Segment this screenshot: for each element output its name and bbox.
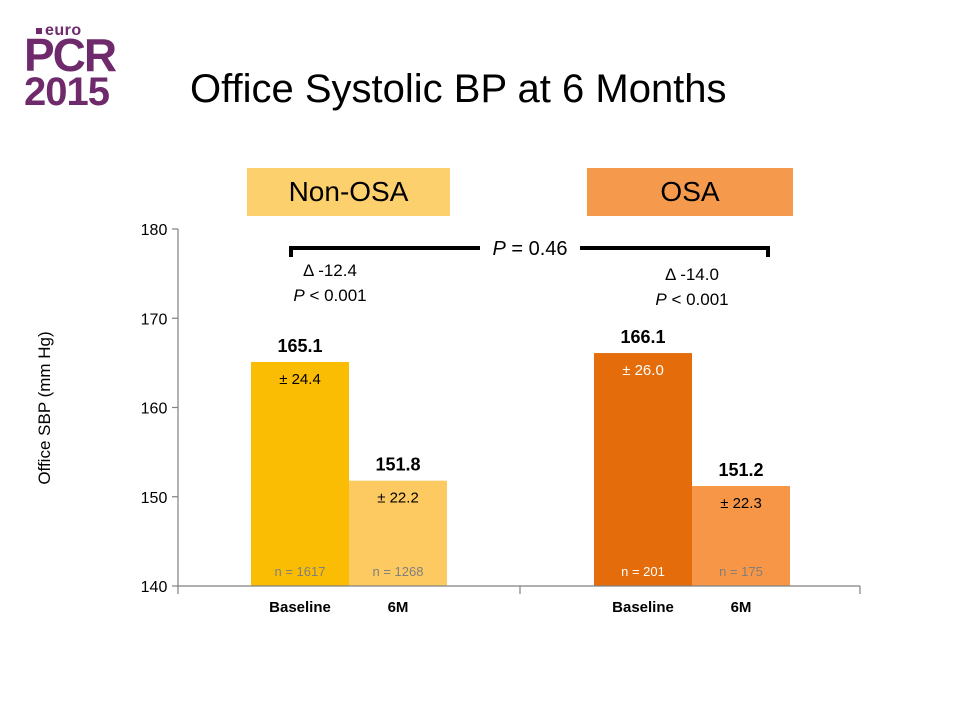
x-tick-label-0: Baseline — [269, 599, 331, 616]
delta-non-osa: Δ -12.4 P < 0.001 — [265, 258, 395, 308]
logo-year-text: 2015 — [24, 70, 110, 114]
slide-title: Office Systolic BP at 6 Months — [190, 67, 727, 111]
delta-non-osa-value: Δ -12.4 — [303, 261, 357, 280]
x-tick-label-3: 6M — [731, 599, 752, 616]
delta-osa-value: Δ -14.0 — [665, 265, 719, 284]
bar-sd-label-2: ± 26.0 — [622, 362, 664, 379]
group-header-osa: OSA — [587, 168, 793, 216]
y-tick-label-0: 140 — [141, 579, 168, 596]
bar-n-label-0: n = 1617 — [275, 564, 326, 579]
delta-non-osa-p: P < 0.001 — [293, 286, 367, 305]
bar-2 — [594, 353, 692, 586]
y-tick-label-1: 150 — [141, 490, 168, 507]
y-tick-label-3: 170 — [141, 311, 168, 328]
bar-0 — [251, 361, 349, 586]
logo-euro-text: euro — [45, 22, 82, 39]
bar-n-label-3: n = 175 — [719, 564, 763, 579]
group-header-non-osa: Non-OSA — [247, 168, 450, 216]
bar-sd-label-3: ± 22.3 — [720, 495, 762, 512]
bar-3 — [692, 486, 790, 586]
bar-1 — [349, 480, 447, 586]
bar-value-label-0: 165.1 — [277, 336, 322, 356]
bar-value-label-2: 166.1 — [620, 327, 665, 347]
europcr-2015-logo: euro PCR 2015 — [22, 22, 122, 112]
bar-sd-label-0: ± 24.4 — [279, 371, 321, 388]
delta-osa-p: P < 0.001 — [655, 290, 729, 309]
bar-value-label-3: 151.2 — [718, 460, 763, 480]
y-tick-label-2: 160 — [141, 401, 168, 418]
bar-n-label-2: n = 201 — [621, 564, 665, 579]
bar-sd-label-1: ± 22.2 — [377, 490, 419, 507]
bar-value-label-1: 151.8 — [375, 455, 420, 475]
y-tick-label-4: 180 — [141, 222, 168, 239]
logo-pcr-text: PCR — [24, 29, 117, 81]
delta-osa: Δ -14.0 P < 0.001 — [627, 262, 757, 312]
between-group-p-value: P = 0.46 — [480, 235, 580, 263]
bar-n-label-1: n = 1268 — [373, 564, 424, 579]
x-tick-label-2: Baseline — [612, 599, 674, 616]
x-tick-label-1: 6M — [388, 599, 409, 616]
